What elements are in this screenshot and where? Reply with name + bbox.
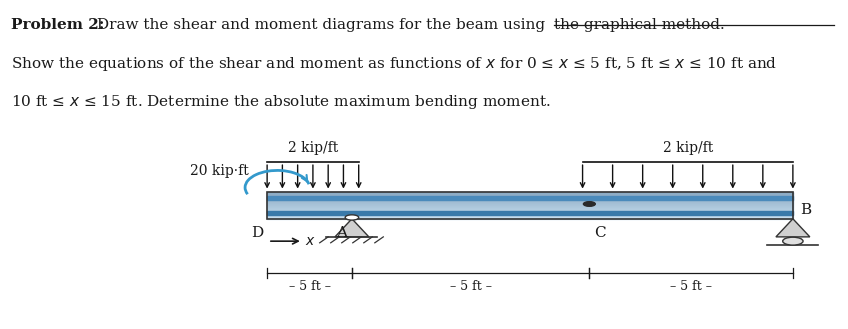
Polygon shape <box>776 219 810 237</box>
Bar <box>267 195 793 196</box>
Text: 2 kip/ft: 2 kip/ft <box>662 141 713 155</box>
Bar <box>267 194 793 195</box>
Text: B: B <box>800 203 811 217</box>
Text: – 5 ft –: – 5 ft – <box>449 280 492 293</box>
Bar <box>267 200 793 201</box>
Bar <box>267 214 793 215</box>
Bar <box>267 217 793 218</box>
Text: $x$: $x$ <box>305 234 316 248</box>
Bar <box>267 196 793 200</box>
Bar <box>267 211 793 215</box>
Bar <box>267 205 793 206</box>
Bar <box>267 197 793 198</box>
Bar <box>267 202 793 203</box>
Bar <box>267 216 793 217</box>
Bar <box>267 196 793 197</box>
Text: 20 kip·ft: 20 kip·ft <box>190 164 248 178</box>
Text: the graphical method.: the graphical method. <box>554 18 724 32</box>
Polygon shape <box>335 219 369 237</box>
Bar <box>267 207 793 208</box>
Text: 10 ft ≤ $x$ ≤ 15 ft. Determine the absolute maximum bending moment.: 10 ft ≤ $x$ ≤ 15 ft. Determine the absol… <box>11 93 550 111</box>
Text: D: D <box>252 226 264 240</box>
Bar <box>267 218 793 219</box>
Bar <box>267 206 793 207</box>
Bar <box>267 203 793 204</box>
Bar <box>267 193 793 194</box>
Circle shape <box>345 215 359 220</box>
Bar <box>267 209 793 210</box>
Bar <box>267 210 793 211</box>
Text: C: C <box>594 226 606 240</box>
Text: Draw the shear and moment diagrams for the beam using: Draw the shear and moment diagrams for t… <box>92 18 550 32</box>
Bar <box>267 192 793 193</box>
Bar <box>267 199 793 200</box>
Text: Show the equations of the shear and moment as functions of $x$ for 0 ≤ $x$ ≤ 5 f: Show the equations of the shear and mome… <box>11 55 778 73</box>
Bar <box>267 211 793 212</box>
Circle shape <box>783 237 803 245</box>
Text: 2 kip/ft: 2 kip/ft <box>287 141 338 155</box>
Circle shape <box>583 202 595 206</box>
Bar <box>267 201 793 202</box>
Text: – 5 ft –: – 5 ft – <box>288 280 331 293</box>
Bar <box>267 204 793 205</box>
Bar <box>267 192 793 219</box>
Text: Problem 2:: Problem 2: <box>11 18 104 32</box>
Bar <box>267 215 793 216</box>
Text: A: A <box>336 226 347 240</box>
Bar <box>267 208 793 209</box>
Bar <box>267 213 793 214</box>
Text: – 5 ft –: – 5 ft – <box>670 280 712 293</box>
Bar <box>267 198 793 199</box>
Bar <box>267 212 793 213</box>
